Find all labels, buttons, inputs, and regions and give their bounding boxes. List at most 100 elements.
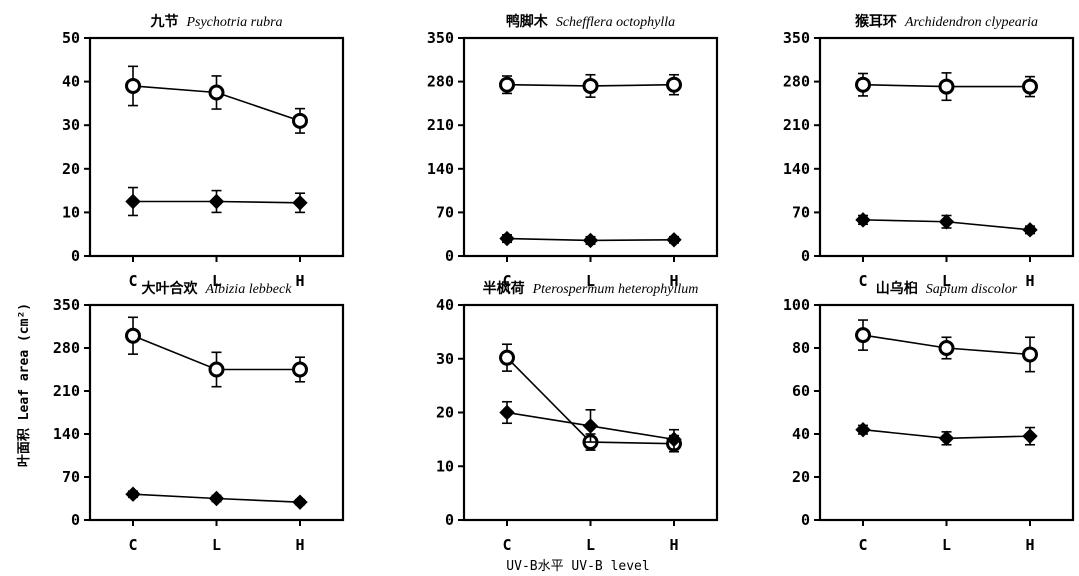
chart-panel-6: 山乌桕 Sapium discolor 0 20 40 60 80 100 C L H — [783, 280, 1075, 554]
chart-title-cn: 九节 — [149, 13, 178, 30]
data-point — [855, 421, 871, 438]
y-tick-label: 140 — [427, 160, 454, 178]
y-tick-label: 70 — [436, 203, 454, 221]
x-tick-label: L — [586, 272, 595, 290]
data-point — [1022, 428, 1038, 444]
y-tick-label: 280 — [783, 73, 810, 91]
data-point — [208, 361, 225, 378]
x-tick-label: H — [1025, 536, 1034, 554]
chart-panel-5: 半枫荷 Pterospermum heterophyllum 0 10 20 30 40 C L… — [436, 280, 719, 554]
data-point — [291, 112, 308, 129]
data-point — [208, 193, 225, 210]
x-tick-label: C — [858, 272, 867, 290]
x-tick-label: L — [212, 536, 221, 554]
data-point — [1021, 78, 1038, 95]
y-tick-label: 20 — [792, 468, 810, 486]
y-tick-label: 100 — [783, 296, 810, 314]
series-1 — [855, 319, 1038, 373]
y-tick-label: 210 — [53, 382, 80, 400]
y-tick-label: 0 — [801, 247, 810, 265]
x-tick-label: C — [128, 536, 137, 554]
chart-title-cn: 半枫荷 — [483, 280, 525, 297]
y-tick-label: 60 — [792, 382, 810, 400]
chart-title-cn: 猴耳环 — [854, 13, 897, 30]
y-tick-label: 0 — [445, 511, 454, 529]
series-2 — [855, 212, 1038, 238]
chart-title-cn: 山乌桕 — [876, 280, 918, 297]
y-tick-label: 40 — [792, 425, 810, 443]
data-point — [292, 195, 308, 211]
x-tick-label: L — [212, 272, 221, 290]
y-tick-label: 350 — [427, 29, 454, 47]
y-tick-label: 70 — [62, 468, 80, 486]
chart-title: 半枫荷 Pterospermum heterophyllum — [483, 280, 699, 297]
figure-y-axis-label: 叶面积 Leaf area (cm²) — [16, 303, 32, 467]
data-point — [666, 431, 682, 448]
data-point — [1021, 346, 1038, 363]
data-point — [665, 76, 682, 93]
data-point — [666, 232, 682, 248]
y-tick-label: 30 — [62, 116, 80, 134]
data-point — [582, 418, 599, 434]
y-tick-label: 10 — [436, 457, 454, 475]
y-tick-label: 350 — [783, 29, 810, 47]
data-point — [125, 327, 142, 344]
chart-title-latin: Schefflera octophylla — [556, 15, 675, 30]
y-tick-label: 280 — [53, 339, 80, 357]
x-tick-label: C — [502, 272, 511, 290]
data-point — [938, 214, 955, 230]
y-tick-label: 30 — [436, 350, 454, 368]
y-tick-label: 50 — [62, 29, 80, 47]
chart-panel-4: 大叶合欢 Albizia lebbeck 0 70 140 210 280 350 C L H — [53, 280, 345, 554]
y-tick-label: 70 — [792, 203, 810, 221]
y-tick-label: 40 — [436, 296, 454, 314]
y-tick-label: 140 — [783, 160, 810, 178]
data-point — [582, 232, 599, 249]
data-point — [938, 78, 955, 95]
data-point — [1022, 222, 1038, 238]
y-tick-label: 140 — [53, 425, 80, 443]
data-point — [125, 77, 142, 94]
x-tick-label: H — [295, 272, 304, 290]
plot-frame — [462, 36, 719, 258]
y-tick-label: 0 — [445, 247, 454, 265]
y-tick-label: 10 — [62, 203, 80, 221]
data-point — [292, 494, 308, 510]
x-tick-label: L — [942, 536, 951, 554]
data-point — [208, 84, 225, 101]
x-tick-label: H — [669, 536, 678, 554]
series-1 — [499, 73, 682, 98]
data-point — [291, 361, 308, 378]
x-tick-label: H — [295, 536, 304, 554]
chart-title: 鸭脚木 Schefflera octophylla — [506, 13, 675, 30]
chart-title-latin: Psychotria rubra — [185, 15, 282, 30]
chart-title: 猴耳环 Archidendron clypearia — [854, 13, 1038, 30]
data-point — [582, 77, 599, 94]
series-2 — [499, 400, 682, 450]
data-point — [208, 490, 225, 507]
y-tick-label: 40 — [62, 73, 80, 91]
y-tick-label: 350 — [53, 296, 80, 314]
data-point — [855, 212, 871, 228]
chart-title-latin: Archidendron clypearia — [904, 15, 1038, 30]
chart-panel-2: 鸭脚木 Schefflera octophylla 0 70 140 210 280 350 C… — [427, 13, 719, 290]
data-point — [499, 76, 516, 93]
y-tick-label: 0 — [801, 511, 810, 529]
data-point — [499, 404, 515, 421]
y-tick-label: 280 — [427, 73, 454, 91]
chart-title: 九节 Psychotria rubra — [149, 13, 282, 30]
x-tick-label: C — [128, 272, 137, 290]
x-tick-label: L — [586, 536, 595, 554]
series-2 — [855, 421, 1038, 447]
chart-title-latin: Pterospermum heterophyllum — [532, 282, 699, 297]
x-tick-label: L — [942, 272, 951, 290]
data-point — [855, 327, 872, 344]
data-point — [125, 486, 141, 502]
series-2 — [125, 486, 308, 510]
x-tick-label: C — [502, 536, 511, 554]
panels-container: 九节 Psychotria rubra 0 10 20 30 40 50 C L H 鸭脚木 Schef… — [53, 13, 1075, 554]
y-tick-label: 0 — [71, 511, 80, 529]
series-2 — [125, 186, 308, 217]
data-point — [125, 193, 141, 210]
